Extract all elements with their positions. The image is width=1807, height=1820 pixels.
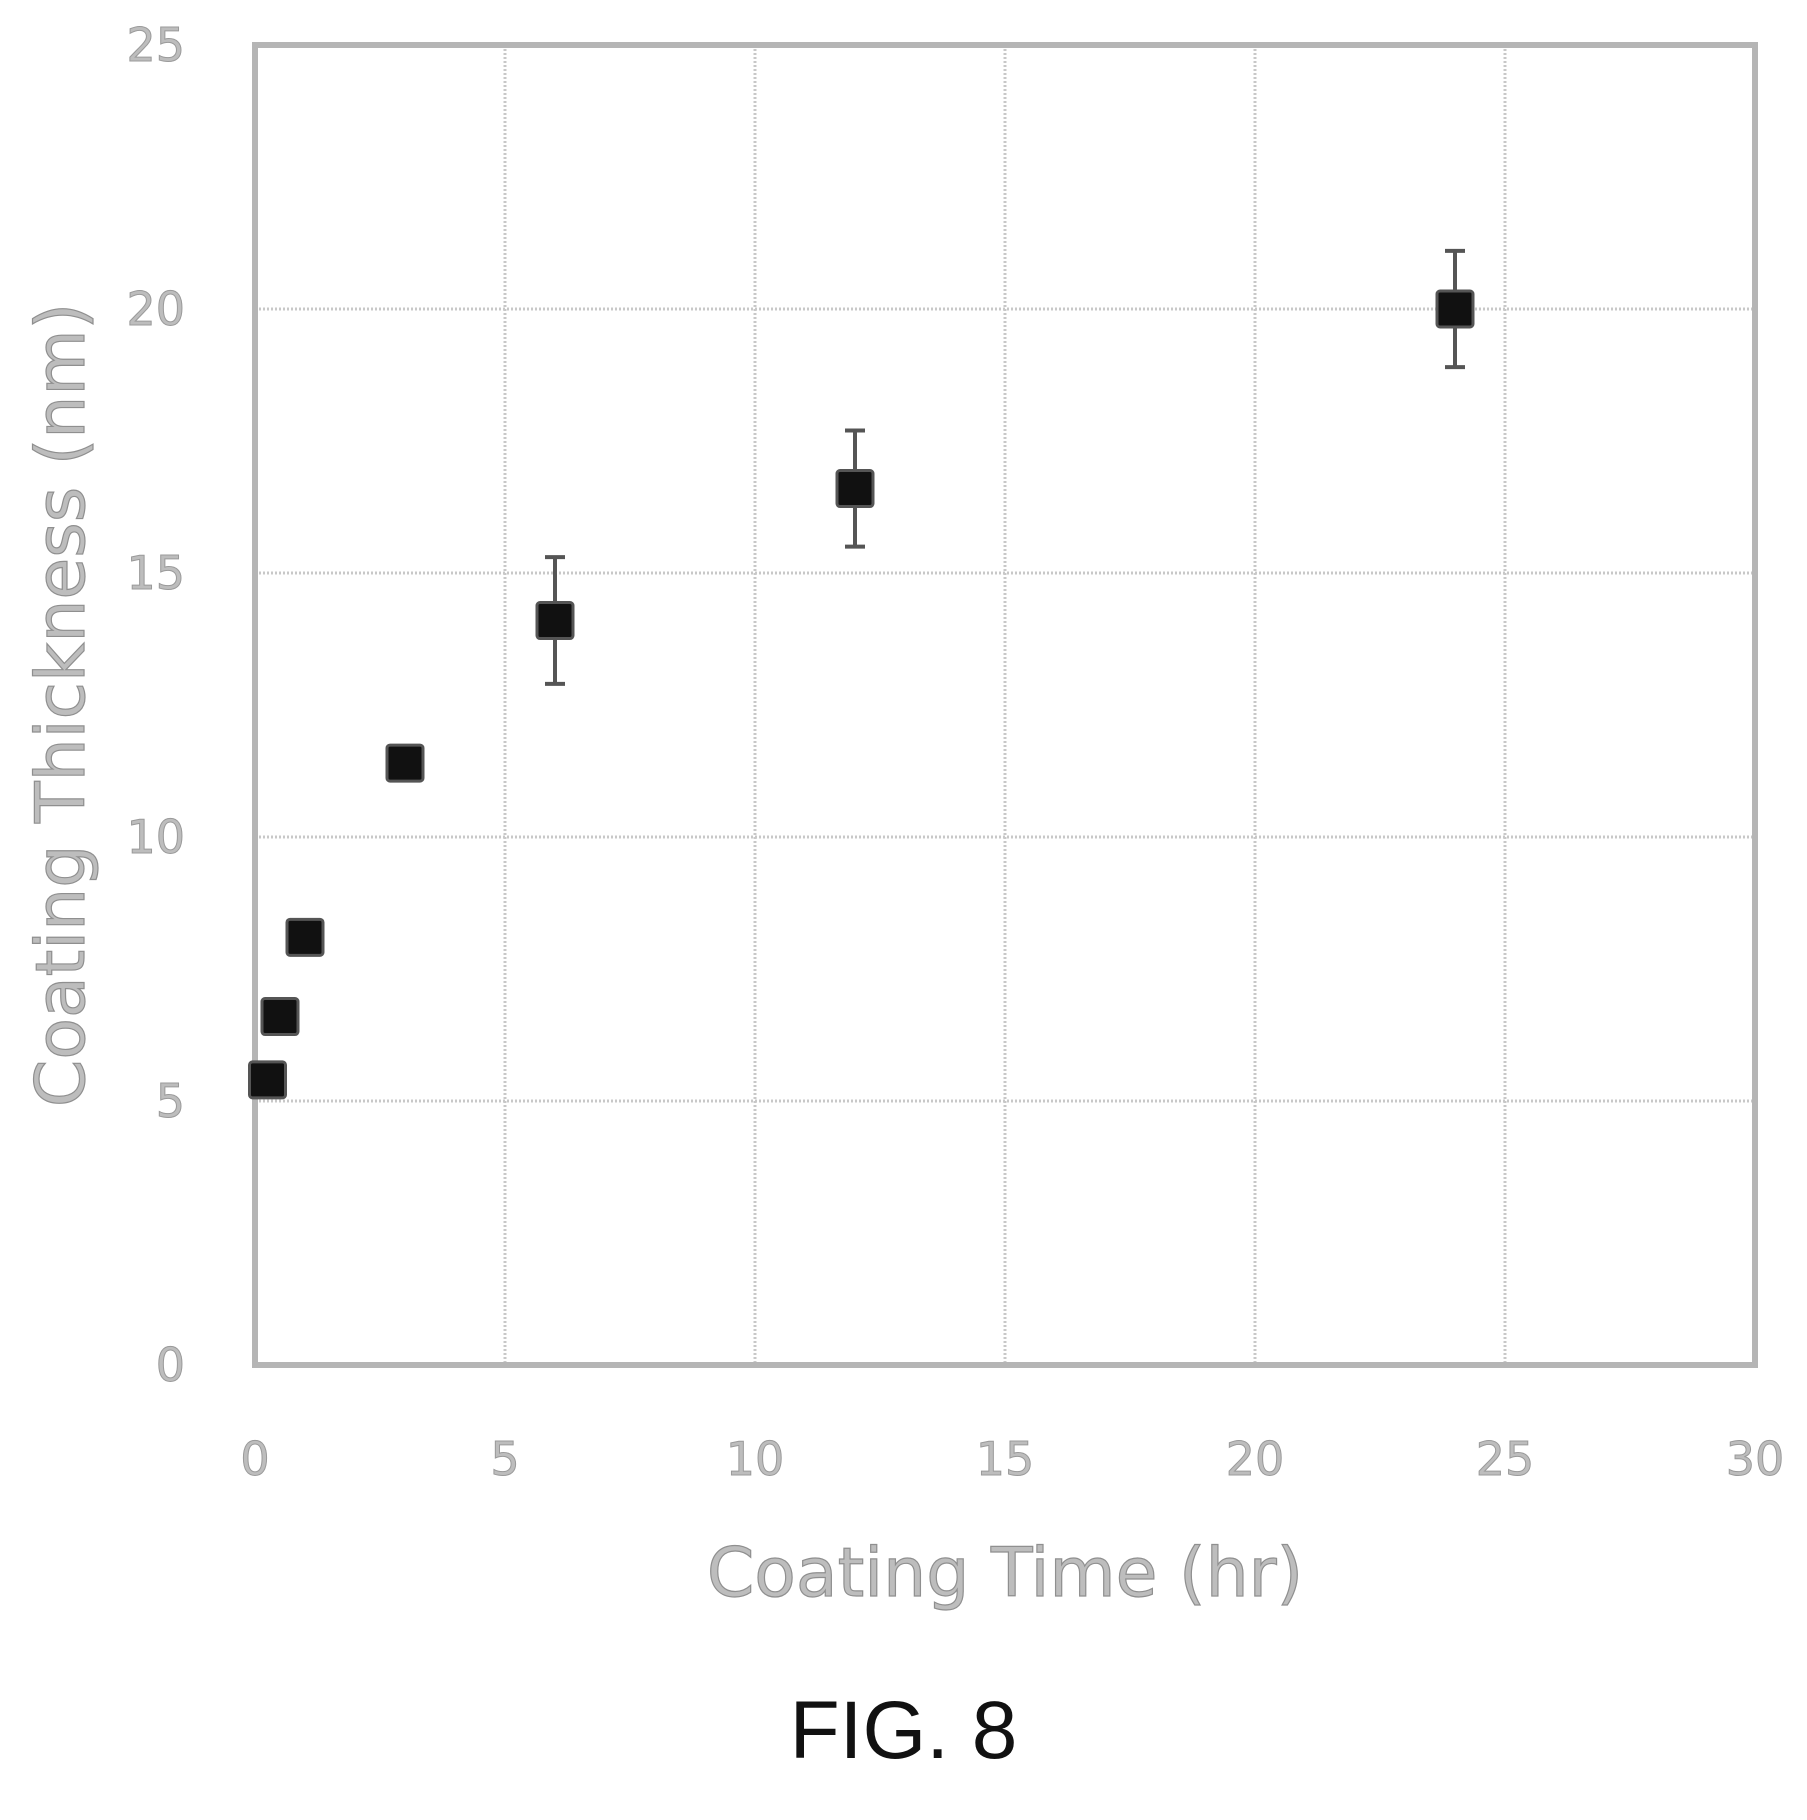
- y-tick-label: 0: [156, 1338, 185, 1392]
- data-point: [285, 917, 325, 957]
- x-tick-label: 15: [976, 1432, 1035, 1486]
- x-tick-label: 10: [726, 1432, 785, 1486]
- x-axis-ticks: 0 5 10 15 20 25 30: [240, 1432, 1785, 1487]
- figure-caption: FIG. 8: [789, 1685, 1018, 1776]
- data-point: [535, 601, 575, 641]
- x-tick-label: 30: [1726, 1432, 1785, 1486]
- grid-lines: [255, 45, 1755, 1365]
- x-tick-label: 20: [1226, 1432, 1285, 1486]
- x-tick-label: 5: [490, 1432, 519, 1486]
- y-tick-label: 10: [126, 810, 185, 864]
- y-tick-label: 15: [126, 546, 185, 600]
- y-tick-label: 5: [156, 1074, 185, 1128]
- data-point: [260, 997, 300, 1037]
- data-point: [1435, 289, 1475, 329]
- data-point: [248, 1060, 287, 1100]
- data-points: [248, 289, 1475, 1100]
- data-point: [385, 743, 425, 783]
- y-axis-title: Coating Thickness (nm): [22, 303, 101, 1107]
- y-tick-label: 20: [126, 282, 185, 336]
- y-tick-label: 25: [126, 18, 185, 72]
- error-bars: [295, 248, 1465, 950]
- data-point: [835, 469, 875, 509]
- x-tick-label: 0: [240, 1432, 269, 1486]
- plot-area-border: [252, 42, 1758, 1368]
- y-axis-ticks: 0 5 10 15 20 25: [126, 18, 186, 1393]
- x-axis-title: Coating Time (hr): [707, 1534, 1303, 1613]
- x-tick-label: 25: [1476, 1432, 1535, 1486]
